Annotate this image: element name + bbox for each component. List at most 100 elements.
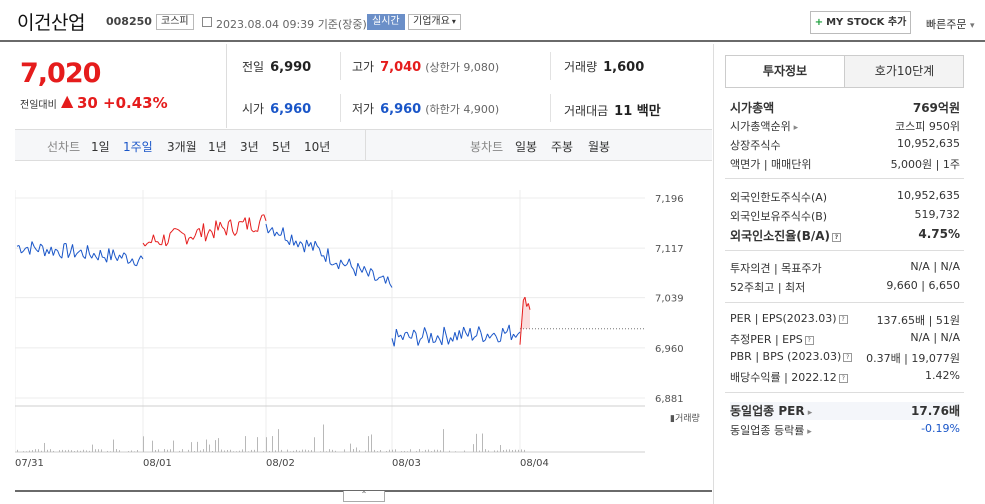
- company-overview-button[interactable]: 기업개요 ▾: [408, 14, 461, 30]
- volume-bar: [455, 451, 456, 452]
- trade-amount: 거래대금 11 백만: [564, 100, 661, 119]
- price-line-segment: [131, 258, 135, 266]
- tab-5year[interactable]: 5년: [272, 140, 291, 154]
- price-line-segment: [69, 244, 74, 253]
- price-line-segment: [251, 229, 254, 233]
- price-line-segment: [72, 244, 76, 258]
- market-badge: 코스피: [156, 14, 194, 30]
- volume-bar: [197, 441, 198, 452]
- basis-text: 기준(장중): [317, 18, 367, 31]
- market-cap-rank-row[interactable]: 시가총액순위 ▸ 코스피 950위: [730, 118, 960, 136]
- price-line-segment: [207, 229, 211, 235]
- volume-bar: [221, 449, 222, 452]
- market-cap-row: 시가총액 769억원: [730, 99, 960, 117]
- open-label: 시가: [242, 102, 265, 116]
- quick-order-button[interactable]: 빠른주문 ▾: [926, 16, 975, 32]
- volume-bar: [53, 450, 54, 452]
- volume-bar: [374, 449, 375, 452]
- collapse-button[interactable]: ⌃: [343, 491, 385, 502]
- volume-bar: [68, 449, 69, 452]
- volume-bar: [194, 451, 195, 452]
- shares-value: 10,952,635: [897, 137, 960, 150]
- price-line-segment: [236, 221, 240, 233]
- add-my-stock-button[interactable]: + MY STOCK 추가: [810, 11, 911, 34]
- price-line-segment: [504, 331, 508, 334]
- help-icon[interactable]: ?: [838, 374, 848, 383]
- sector-rate-row[interactable]: 동일업종 등락률 ▸ -0.19%: [730, 422, 960, 440]
- tab-3year[interactable]: 3년: [240, 140, 259, 154]
- est-per-row: 추정PER | EPS? N/A | N/A: [730, 331, 960, 349]
- price-line-segment: [169, 230, 173, 234]
- sector-per-row[interactable]: 동일업종 PER ▸ 17.76배: [730, 402, 960, 420]
- tab-1day[interactable]: 1일: [91, 140, 110, 154]
- divider: [550, 94, 551, 122]
- tab-orderbook[interactable]: 호가10단계: [874, 64, 935, 78]
- volume-bar: [464, 450, 465, 452]
- help-icon[interactable]: ?: [843, 353, 853, 362]
- volume-bar: [332, 449, 333, 452]
- volume-bar: [503, 450, 504, 452]
- volume-bar: [392, 449, 393, 452]
- invest-info-panel: 투자정보 호가10단계 시가총액 769억원 시가총액순위 ▸ 코스피 950위 상…: [713, 44, 985, 504]
- tab-weekly-candle[interactable]: 주봉: [551, 140, 574, 154]
- divider: [550, 52, 551, 80]
- volume-bar: [290, 451, 291, 452]
- price-line-segment: [76, 251, 80, 254]
- volume-bar: [479, 450, 480, 452]
- volume-bar: [368, 436, 369, 452]
- price-line-segment: [321, 255, 324, 257]
- tab-10year[interactable]: 10년: [304, 140, 331, 154]
- tab-monthly-candle[interactable]: 월봉: [588, 140, 611, 154]
- dividend-label: 배당수익률 | 2022.12: [730, 371, 837, 384]
- volume-bar: [263, 451, 264, 452]
- price-line-segment: [89, 254, 93, 259]
- price-line-segment: [421, 327, 426, 338]
- volume-bar: [335, 450, 336, 452]
- volume-bar: [296, 449, 297, 452]
- price-line-segment: [295, 240, 299, 248]
- volume-bar: [422, 451, 423, 452]
- price-line-segment: [157, 241, 161, 245]
- price-line-segment: [417, 339, 421, 346]
- tab-invest-info[interactable]: 투자정보: [726, 56, 845, 87]
- volume-bar: [128, 451, 129, 452]
- price-chart[interactable]: 7,196 7,117 7,039 6,960 6,881 07/31 08/01 08/02…: [14, 162, 712, 492]
- help-icon[interactable]: ?: [804, 336, 814, 345]
- volume-bar: [443, 429, 444, 452]
- price-line-segment: [465, 332, 469, 337]
- divider: [725, 250, 964, 251]
- tab-daily-candle[interactable]: 일봉: [515, 140, 538, 154]
- tab-1week[interactable]: 1주일: [123, 140, 153, 154]
- volume-bar: [494, 450, 495, 452]
- volume-bar: [32, 450, 33, 452]
- volume-bar: [212, 451, 213, 452]
- price-line-segment: [329, 263, 333, 266]
- help-icon[interactable]: ?: [832, 233, 842, 242]
- price-line-segment: [152, 234, 156, 242]
- price-line-segment: [474, 335, 477, 338]
- high-value: 7,040: [380, 60, 422, 75]
- rank-label: 시가총액순위: [730, 120, 791, 133]
- volume-bar: [152, 440, 153, 452]
- price-line-segment: [303, 239, 308, 253]
- market-cap-value: 769억원: [912, 101, 960, 115]
- volume-bar: [86, 450, 87, 452]
- price-line-segment: [306, 239, 310, 247]
- tab-1year[interactable]: 1년: [208, 140, 227, 154]
- tab-3month[interactable]: 3개월: [167, 140, 197, 154]
- help-icon[interactable]: ?: [838, 315, 848, 324]
- price-line-segment: [527, 303, 531, 310]
- sector-rate-value: -0.19%: [921, 422, 960, 435]
- price-line-segment: [165, 242, 169, 247]
- price-line-segment: [406, 331, 410, 338]
- volume-bar: [506, 449, 507, 452]
- volume-bar: [116, 449, 117, 452]
- volume-bar: [404, 450, 405, 452]
- volume-bar: [353, 449, 354, 452]
- divider: [340, 94, 341, 122]
- volume-bar: [164, 449, 165, 452]
- face-value: 5,000원 | 1주: [890, 158, 960, 171]
- price-line-segment: [61, 243, 65, 259]
- volume-bar: [62, 449, 63, 452]
- volume-bar: [377, 451, 378, 452]
